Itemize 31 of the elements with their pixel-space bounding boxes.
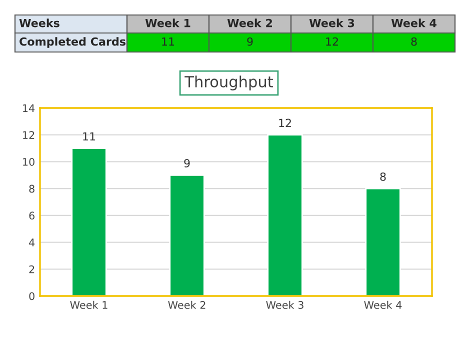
x-tick-label: Week 4 bbox=[364, 300, 402, 309]
data-label: 8 bbox=[411, 37, 417, 46]
data-label: 12 bbox=[279, 118, 291, 127]
y-tick-label: 8 bbox=[29, 184, 34, 193]
data-label: 9 bbox=[247, 37, 253, 46]
data-label: 8 bbox=[380, 172, 386, 181]
data-label: 11 bbox=[162, 37, 174, 46]
y-tick-label: 2 bbox=[29, 265, 34, 274]
x-tick-label: Week 3 bbox=[266, 300, 304, 309]
y-tick-label: 0 bbox=[29, 292, 34, 300]
text: Weeks bbox=[19, 18, 60, 28]
y-tick-label: 10 bbox=[23, 158, 34, 166]
x-tick-label: Week 1 bbox=[70, 300, 108, 309]
category-label: Week 2 bbox=[227, 18, 272, 28]
y-tick-label: 4 bbox=[29, 238, 35, 246]
bar bbox=[169, 174, 205, 296]
bar bbox=[365, 188, 401, 296]
text: Completed Cards bbox=[20, 37, 126, 48]
category-label: Week 1 bbox=[145, 18, 190, 28]
y-tick-label: 12 bbox=[23, 131, 34, 139]
category-label: Week 3 bbox=[309, 18, 354, 28]
y-tick-label: 14 bbox=[23, 104, 35, 112]
x-tick-label: Week 2 bbox=[168, 300, 206, 309]
data-label: 12 bbox=[326, 37, 338, 46]
y-tick-label: 6 bbox=[29, 212, 34, 220]
bar bbox=[267, 134, 303, 296]
chart-title: Throughput bbox=[184, 76, 273, 90]
bar bbox=[71, 148, 107, 296]
data-label: 9 bbox=[184, 159, 190, 168]
data-label: 11 bbox=[83, 132, 96, 140]
category-label: Week 4 bbox=[391, 18, 436, 28]
